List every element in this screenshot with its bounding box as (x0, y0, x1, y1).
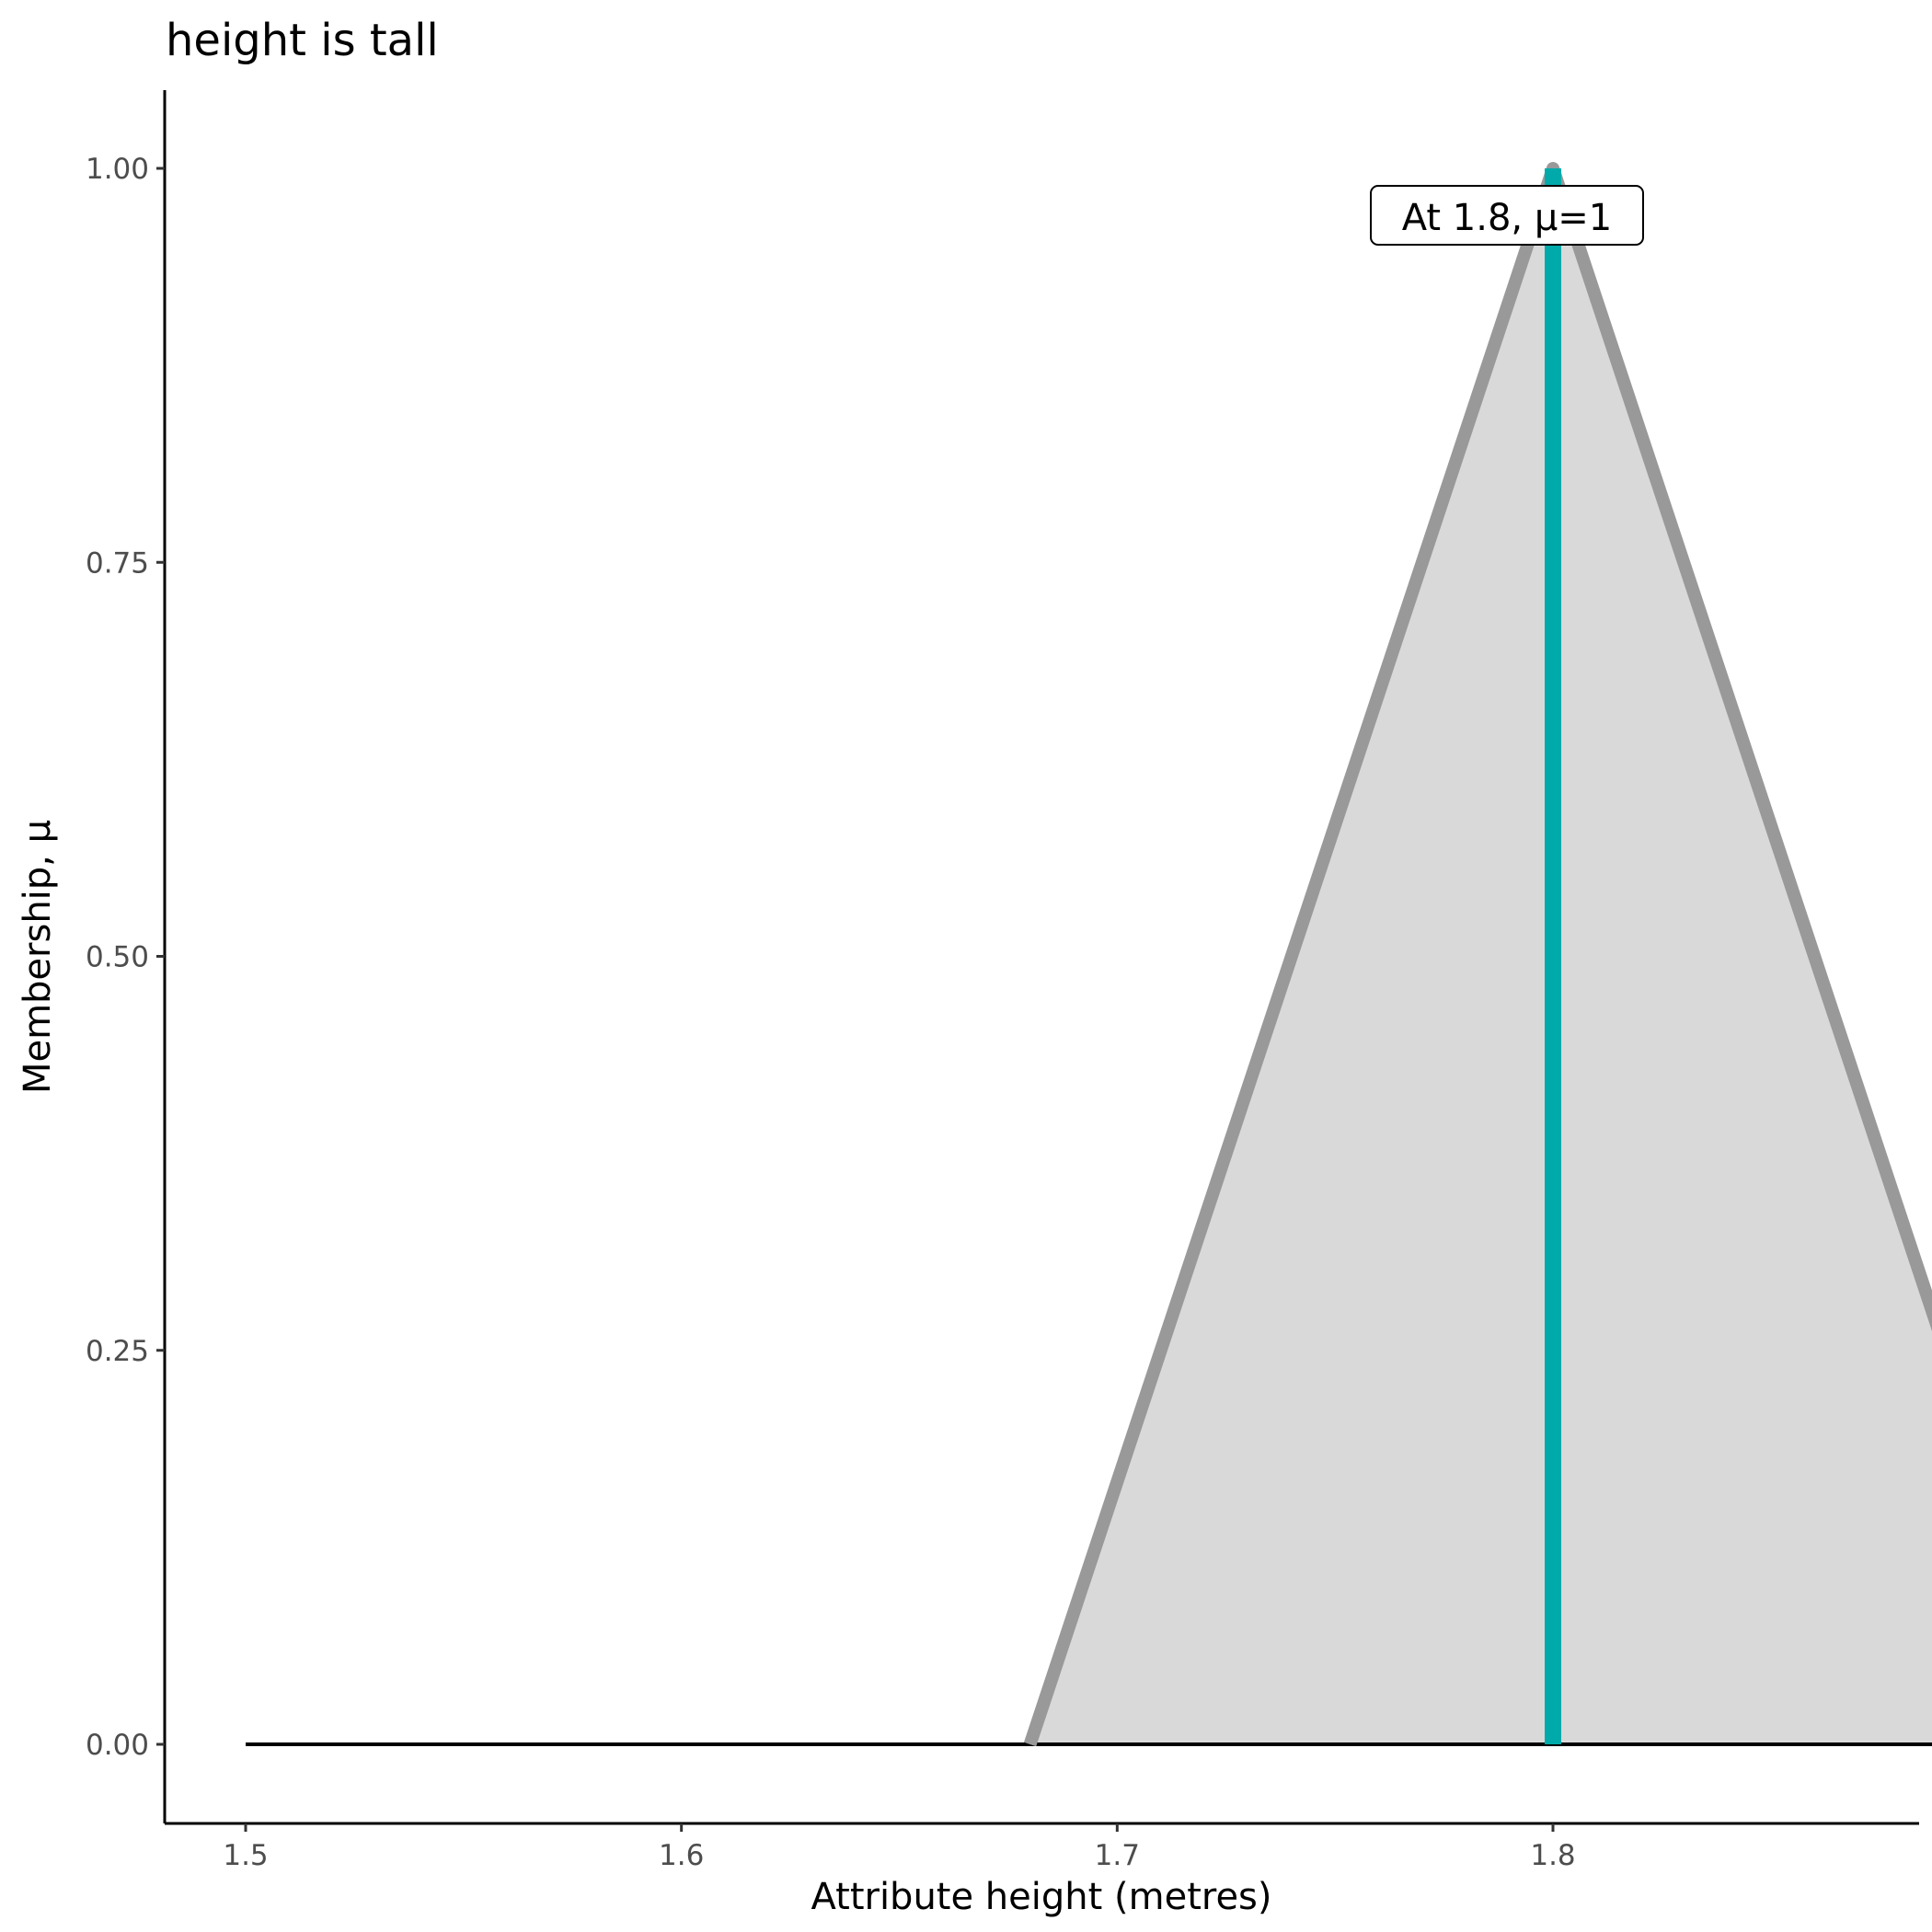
x-axis-title: Attribute height (metres) (811, 1876, 1271, 1918)
y-axis-title: Membership, μ (17, 820, 59, 1094)
x-tick-label: 1.6 (659, 1839, 704, 1872)
membership-area-fill (1029, 168, 1932, 1744)
y-tick-label: 1.00 (86, 153, 149, 186)
y-tick-label: 0.00 (86, 1729, 149, 1762)
x-tick-label: 1.5 (223, 1839, 268, 1872)
plot-area: At 1.8, μ=1 (246, 162, 1932, 1747)
chart-title: height is tall (166, 15, 439, 66)
annotation-box (1370, 185, 1644, 246)
x-tick-label: 1.7 (1095, 1839, 1140, 1872)
x-axis-ticks: 1.51.61.71.81.9 (223, 1823, 1576, 1872)
y-axis-ticks: 0.00 0.25 0.50 0.75 1.00 (86, 153, 165, 1762)
y-tick-label: 0.25 (86, 1335, 149, 1368)
annotation-text: At 1.8, μ=1 (1402, 197, 1613, 239)
y-tick-label: 0.50 (86, 941, 149, 974)
y-tick-label: 0.75 (86, 546, 149, 580)
x-tick-label: 1.8 (1530, 1839, 1575, 1872)
annotation-label: At 1.8, μ=1 (1370, 185, 1644, 246)
